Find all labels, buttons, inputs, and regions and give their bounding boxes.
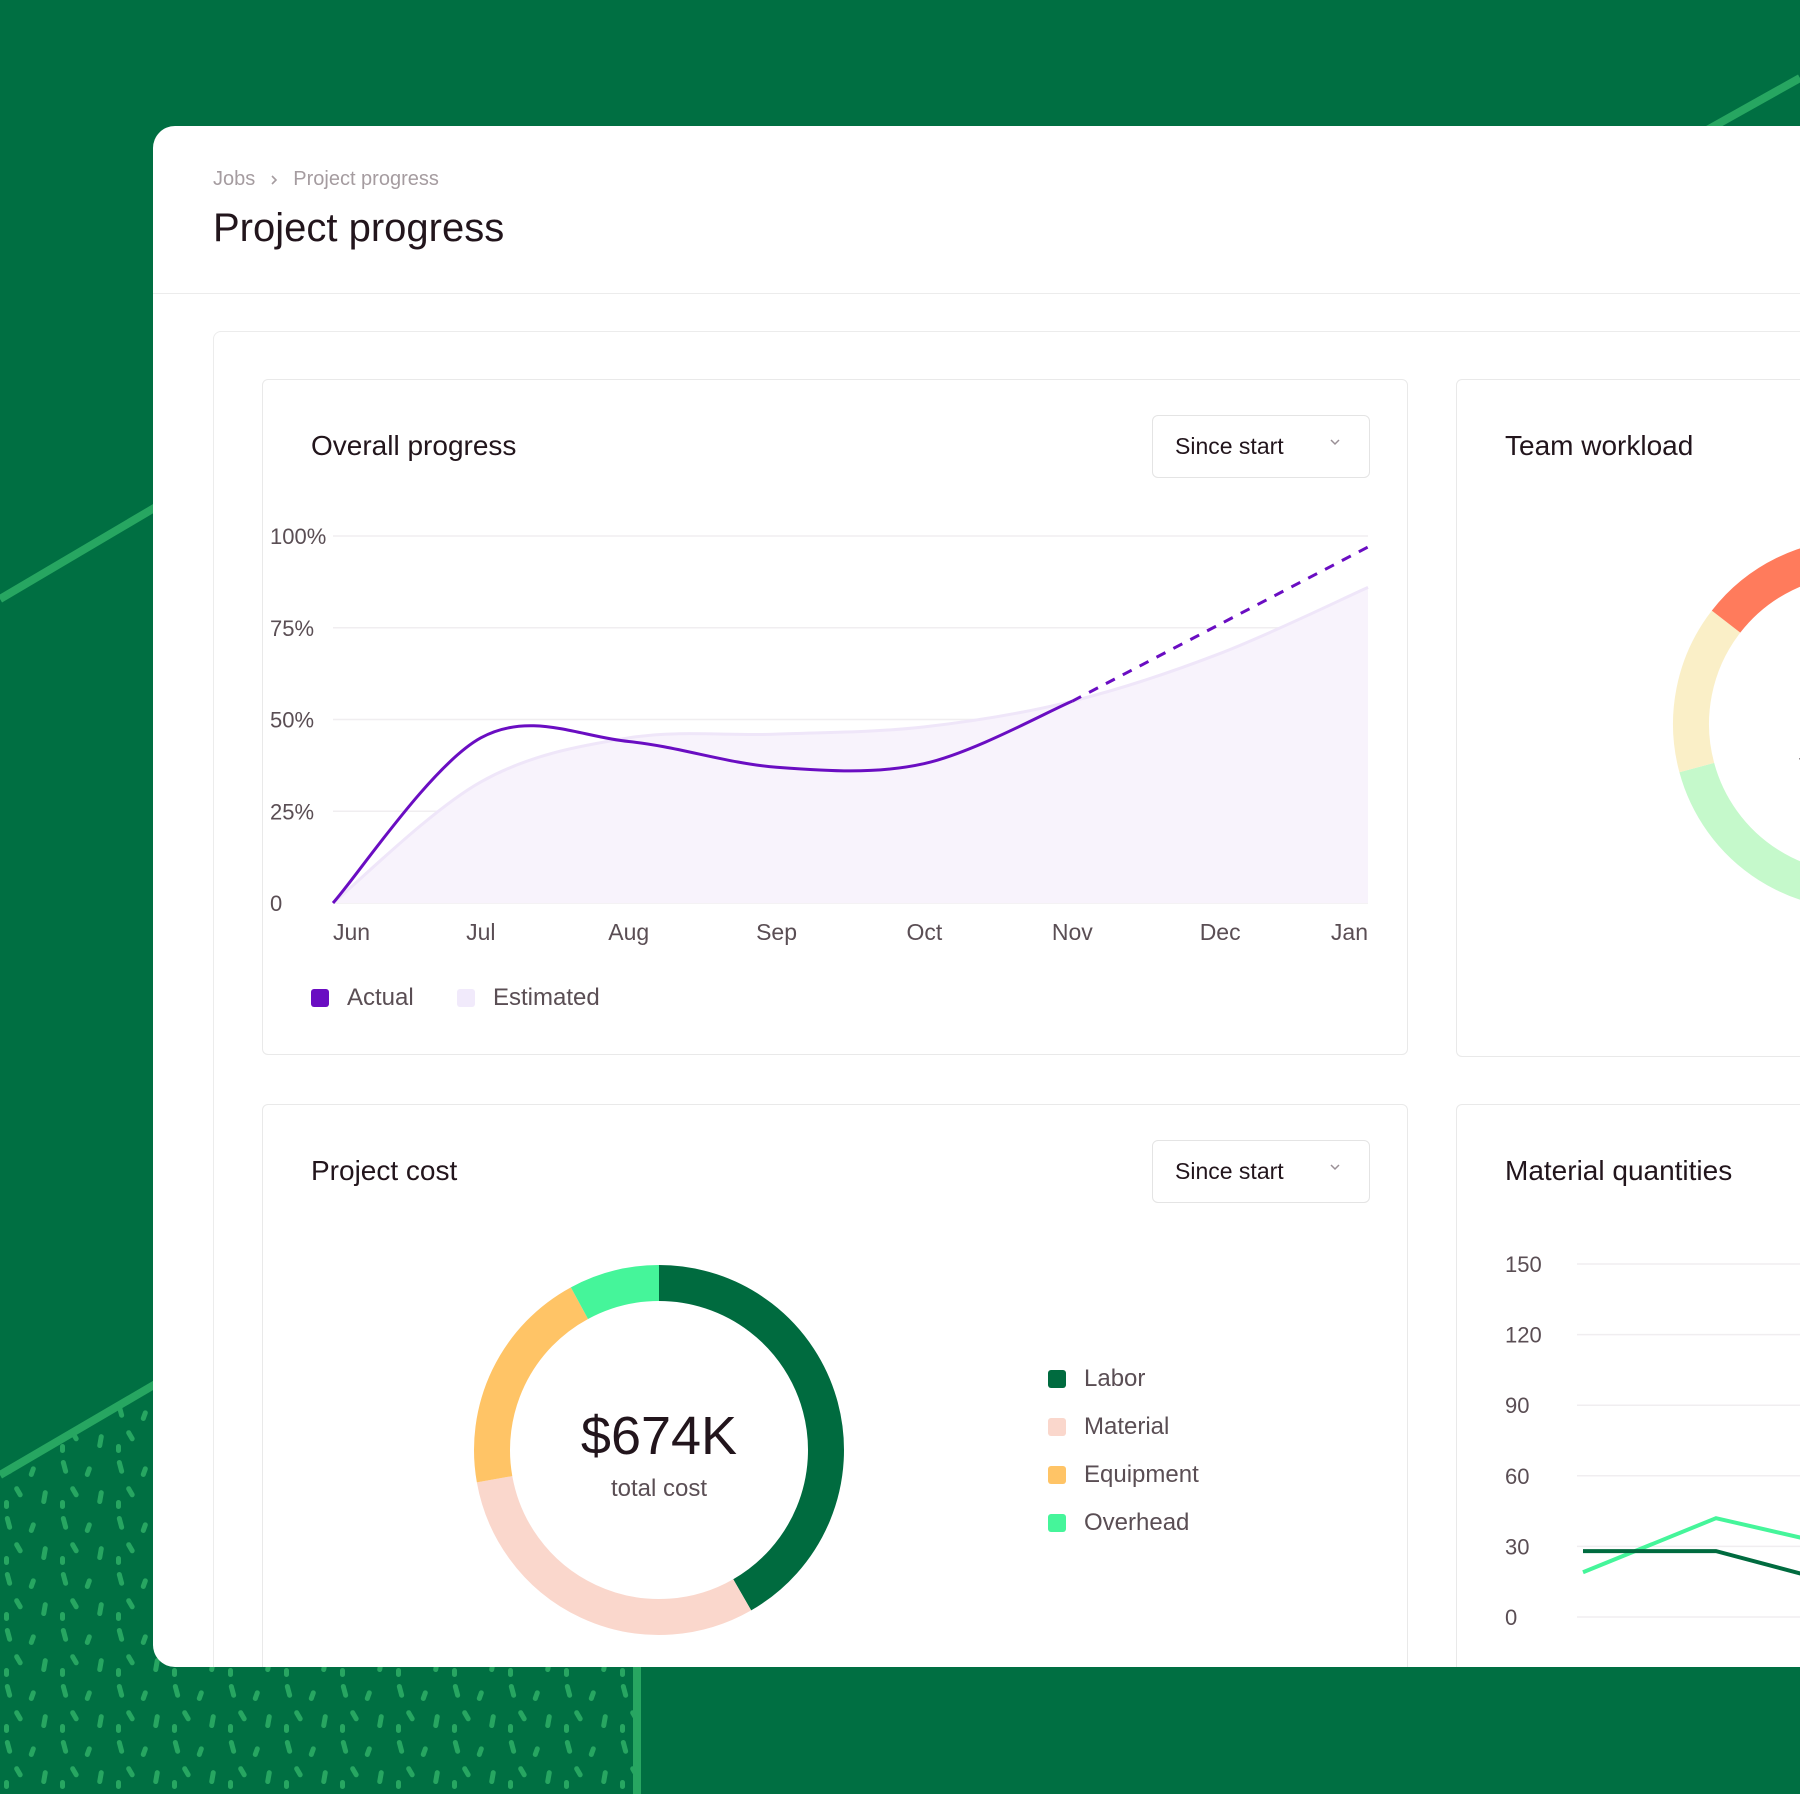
legend-swatch <box>1048 1418 1066 1436</box>
team-donut-slice <box>1711 548 1800 633</box>
x-tick-label: Jan <box>1331 919 1368 945</box>
range-select[interactable]: Since start <box>1152 415 1370 478</box>
legend-swatch <box>1048 1370 1066 1388</box>
estimated-area <box>333 587 1368 903</box>
legend-label: Estimated <box>493 984 600 1011</box>
breadcrumb-jobs[interactable]: Jobs <box>213 168 256 190</box>
total-cost-label: total cost <box>610 1475 708 1502</box>
progress-chart: 0 25% 50% 75% 100% Jun Jul Aug Sep Oct Nov Dec Jan <box>270 524 1369 945</box>
y-tick-label: 25% <box>270 799 314 824</box>
total-cost-value: $674K <box>580 1406 738 1466</box>
range-select[interactable]: Since start <box>1152 1140 1370 1203</box>
material-series-line-2 <box>1583 1549 1800 1576</box>
y-tick-label: 120 <box>1505 1323 1542 1348</box>
legend-swatch <box>311 989 329 1007</box>
cost-donut-slice-material <box>476 1475 752 1635</box>
team-workload-donut <box>1673 548 1800 900</box>
legend-label: Actual <box>347 984 414 1011</box>
main-window: Jobs Project progress Project progress O… <box>153 126 1800 1667</box>
team-donut-slice <box>1673 610 1741 773</box>
x-tick-label: Dec <box>1200 919 1241 945</box>
legend-label: Material <box>1084 1413 1170 1440</box>
y-tick-label: 150 <box>1505 1252 1542 1277</box>
y-tick-label: 0 <box>1505 1605 1517 1630</box>
breadcrumb: Jobs Project progress <box>213 168 439 191</box>
range-select-value: Since start <box>1175 433 1284 459</box>
cost-donut-slice-overhead <box>570 1265 660 1320</box>
x-tick-label: Oct <box>907 919 943 945</box>
y-tick-label: 60 <box>1505 1464 1529 1489</box>
x-tick-label: Sep <box>756 919 797 945</box>
project-cost-card: Project cost Since start $674K total cos… <box>262 1104 1408 1667</box>
material-quantities-card: Material quantities 0 30 60 90 120 150 <box>1456 1104 1800 1667</box>
range-select-value: Since start <box>1175 1158 1284 1184</box>
y-tick-label: 30 <box>1505 1534 1529 1559</box>
legend-actual: Actual <box>311 984 414 1012</box>
cost-donut-slice-labor <box>658 1265 844 1611</box>
legend-labor: Labor <box>1048 1365 1145 1393</box>
chevron-right-icon <box>271 174 278 185</box>
legend-swatch <box>1048 1466 1066 1484</box>
y-tick-label: 100% <box>270 524 326 549</box>
project-cost-donut <box>474 1265 844 1635</box>
x-tick-label: Jul <box>466 919 495 945</box>
legend-equipment: Equipment <box>1048 1461 1199 1489</box>
y-tick-label: 0 <box>270 891 282 916</box>
card-title: Material quantities <box>1505 1155 1733 1186</box>
material-series-line-1 <box>1582 1516 1800 1575</box>
team-workload-card: Team workload t <box>1456 379 1800 1057</box>
page-title: Project progress <box>213 206 505 250</box>
breadcrumb-current: Project progress <box>293 168 439 190</box>
legend-label: Labor <box>1084 1365 1146 1392</box>
material-quantities-chart: 0 30 60 90 120 150 <box>1505 1252 1800 1630</box>
cost-donut-slice-equipment <box>474 1287 589 1483</box>
decor-line <box>1698 74 1800 138</box>
chevron-down-icon <box>1330 439 1340 446</box>
card-title: Team workload <box>1505 430 1694 461</box>
actual-line <box>331 699 1073 904</box>
y-tick-label: 90 <box>1505 1393 1529 1418</box>
overall-progress-card: Overall progress Since start 0 25% 50% 75% 1… <box>262 379 1408 1055</box>
y-tick-label: 50% <box>270 708 314 733</box>
legend-overhead: Overhead <box>1048 1509 1189 1537</box>
team-donut-slice <box>1679 762 1800 900</box>
header-divider <box>153 293 1800 294</box>
legend-swatch <box>457 989 475 1007</box>
x-tick-label: Jun <box>333 919 370 945</box>
legend-estimated: Estimated <box>457 984 600 1012</box>
card-title: Overall progress <box>311 430 517 461</box>
legend-swatch <box>1048 1514 1066 1532</box>
dashboard-container: Overall progress Since start 0 25% 50% 75% 1… <box>213 331 1800 1667</box>
legend-label: Overhead <box>1084 1509 1190 1536</box>
legend-label: Equipment <box>1084 1461 1199 1488</box>
estimated-line <box>332 586 1369 905</box>
card-title: Project cost <box>311 1155 458 1186</box>
x-tick-label: Aug <box>608 919 649 945</box>
actual-projection-line <box>1071 545 1369 703</box>
chevron-down-icon <box>1330 1164 1340 1171</box>
y-tick-label: 75% <box>270 616 314 641</box>
x-tick-label: Nov <box>1052 919 1093 945</box>
legend-material: Material <box>1048 1413 1169 1441</box>
